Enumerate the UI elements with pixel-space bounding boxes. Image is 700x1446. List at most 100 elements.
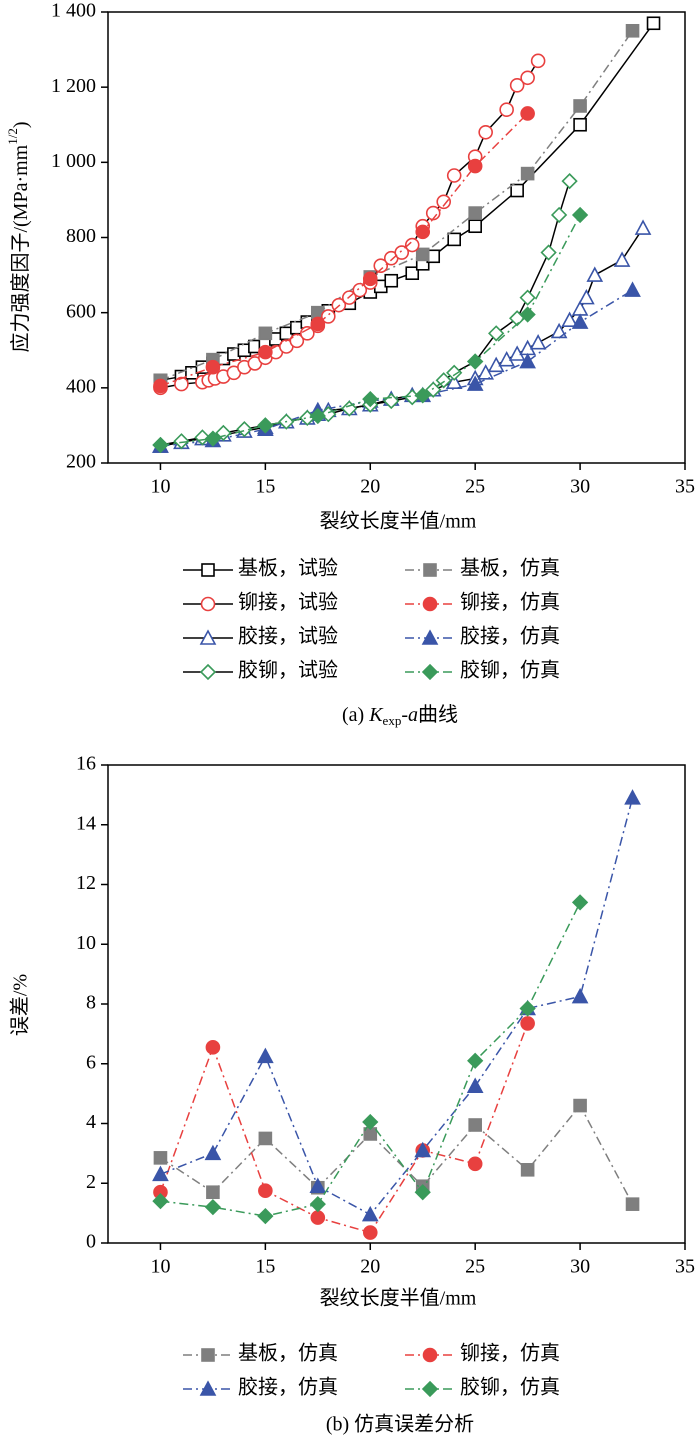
marker — [446, 364, 463, 381]
y-tick-label: 14 — [76, 812, 96, 834]
x-axis-label: 裂纹长度半值/mm — [320, 510, 477, 533]
y-label-sup: 1/2 — [5, 128, 20, 145]
y-tick-label: 400 — [66, 375, 96, 397]
y-label-text: 应力强度因子/(MPa·mm — [9, 144, 32, 352]
marker — [257, 1207, 274, 1225]
legend-label: 基板，仿真 — [238, 1342, 338, 1365]
marker — [384, 273, 399, 288]
marker — [436, 194, 452, 210]
marker — [499, 102, 514, 118]
x-tick-label: 10 — [150, 1256, 170, 1278]
legend-label: 基板，仿真 — [460, 557, 560, 580]
marker — [423, 563, 437, 577]
x-tick-label: 10 — [150, 476, 170, 498]
marker — [529, 334, 547, 350]
y-tick-label: 10 — [76, 932, 96, 954]
marker — [362, 1113, 379, 1131]
marker — [257, 1047, 274, 1064]
marker — [467, 1052, 484, 1069]
plot-frame — [107, 764, 686, 1244]
marker — [258, 1131, 273, 1146]
marker — [573, 99, 587, 113]
marker — [467, 353, 484, 370]
marker — [206, 1185, 220, 1200]
marker — [205, 359, 221, 375]
x-tick-label: 35 — [675, 1256, 695, 1278]
legend-label: 胶接，仿真 — [238, 1376, 338, 1399]
marker — [540, 244, 557, 261]
marker — [624, 789, 641, 805]
marker — [204, 1144, 222, 1161]
marker — [361, 1205, 379, 1222]
marker — [519, 352, 536, 369]
legend-label: 胶铆，仿真 — [460, 1376, 560, 1399]
marker — [561, 172, 578, 190]
marker — [468, 219, 482, 234]
marker — [467, 158, 483, 174]
marker — [321, 309, 336, 324]
x-tick-label: 25 — [465, 476, 485, 498]
marker — [199, 629, 217, 645]
x-axis-label: 裂纹长度半值/mm — [320, 1287, 477, 1310]
marker — [519, 289, 536, 306]
marker — [394, 245, 410, 260]
marker — [466, 1077, 484, 1093]
marker — [310, 1210, 326, 1225]
series-line — [160, 112, 529, 387]
marker — [405, 266, 420, 281]
marker — [477, 364, 495, 380]
legend-label: 铆接，仿真 — [460, 1342, 560, 1365]
y-tick-label: 1 000 — [51, 150, 96, 172]
legend-label: 铆接，试验 — [238, 591, 338, 614]
marker — [466, 375, 484, 391]
marker — [445, 373, 463, 389]
marker — [174, 376, 189, 392]
marker — [422, 1347, 438, 1363]
caption-part: (a) — [342, 704, 369, 726]
legend-label: 胶接，仿真 — [460, 625, 560, 648]
x-tick-label: 30 — [570, 1256, 590, 1278]
marker — [173, 433, 190, 450]
marker — [573, 117, 587, 132]
series-line — [160, 902, 581, 1217]
marker — [309, 1177, 327, 1194]
legend-label: 胶铆，试验 — [238, 659, 338, 682]
marker — [520, 1016, 535, 1031]
caption-part: a — [408, 704, 418, 726]
marker — [236, 421, 253, 438]
marker — [421, 1380, 439, 1398]
marker — [352, 282, 368, 298]
marker — [421, 629, 439, 645]
marker — [520, 166, 535, 181]
legend-label: 胶铆，仿真 — [460, 659, 560, 682]
marker — [624, 281, 641, 297]
marker — [415, 224, 431, 240]
y-tick-label: 2 — [86, 1171, 96, 1193]
caption: (a) Kexp-a曲线 — [342, 703, 458, 728]
marker — [201, 1348, 215, 1362]
y-tick-label: 12 — [76, 872, 96, 894]
marker — [571, 313, 589, 329]
y-axis-label: 应力强度因子/(MPa·mm1/2) — [5, 121, 32, 352]
marker — [625, 23, 640, 38]
y-tick-label: 1 200 — [51, 75, 96, 97]
marker — [634, 219, 652, 235]
caption-part: 曲线 — [418, 703, 458, 726]
y-tick-label: 600 — [66, 300, 96, 322]
marker — [153, 1151, 168, 1165]
x-tick-label: 15 — [255, 476, 275, 498]
marker — [258, 326, 273, 341]
marker — [258, 1183, 273, 1199]
marker — [204, 1199, 222, 1216]
marker — [152, 1165, 169, 1182]
marker — [362, 1225, 378, 1240]
caption: (b) 仿真误差分析 — [326, 1413, 474, 1436]
marker — [310, 316, 326, 332]
marker — [199, 663, 217, 681]
y-tick-label: 1 400 — [51, 0, 96, 22]
marker — [447, 232, 462, 247]
plot-frame — [107, 11, 686, 464]
series-line — [159, 1023, 529, 1234]
marker — [205, 1040, 221, 1055]
